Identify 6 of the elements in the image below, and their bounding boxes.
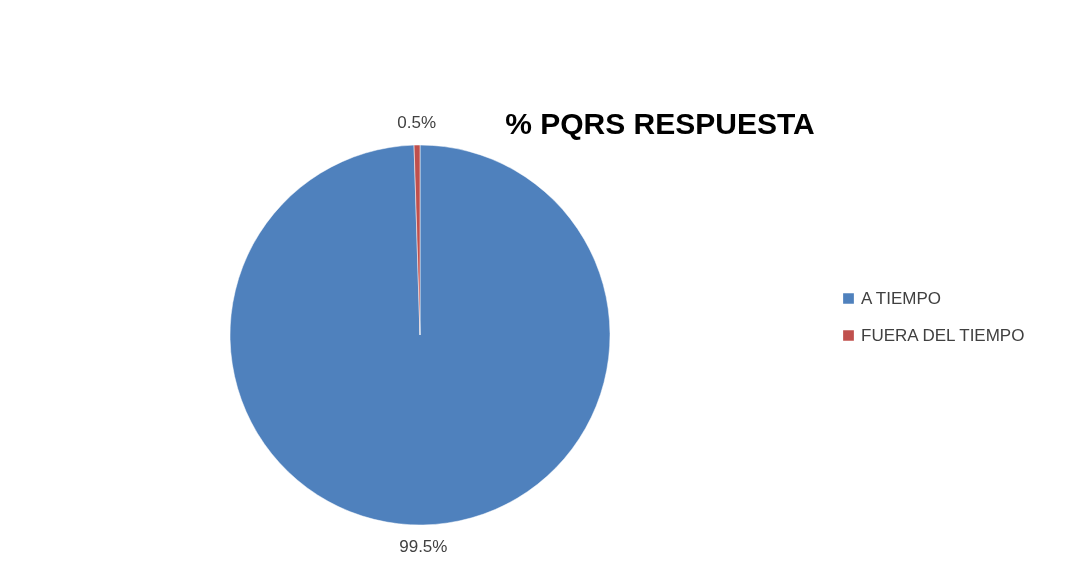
chart-title: % PQRS RESPUESTA: [505, 107, 815, 140]
data-label: 99.5%: [399, 536, 448, 556]
data-label: 0.5%: [397, 113, 437, 133]
pie-slice: [229, 144, 611, 526]
legend-label: FUERA DEL TIEMPO: [861, 325, 1025, 345]
legend-label: A TIEMPO: [861, 288, 941, 308]
